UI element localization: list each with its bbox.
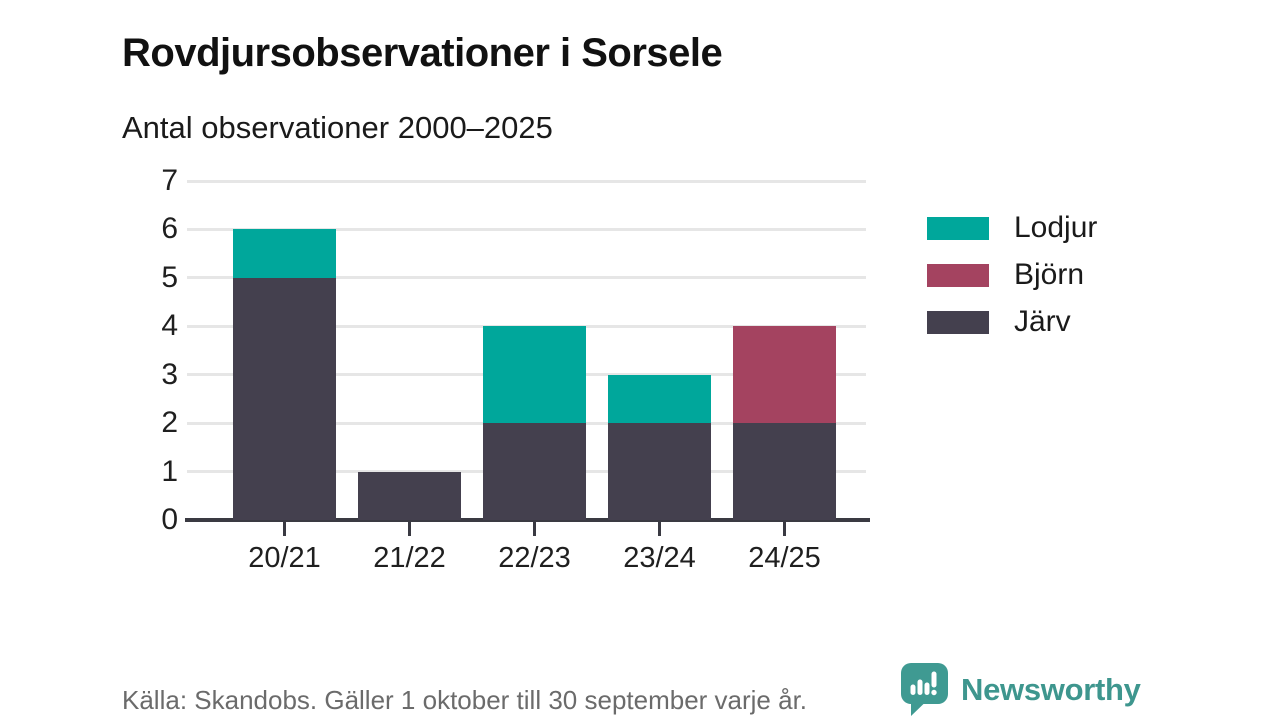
- x-axis-tickmark: [783, 522, 786, 536]
- x-axis-tick-label: 22/23: [498, 542, 571, 574]
- newsworthy-brand: Newsworthy: [901, 663, 1141, 716]
- bar-segment-järv-24-25: [733, 423, 836, 520]
- legend-item-björn: Björn: [927, 258, 1097, 291]
- y-axis-tick-label: 5: [161, 260, 178, 294]
- legend-label-björn: Björn: [1014, 258, 1085, 291]
- x-axis-tick-label: 20/21: [248, 542, 321, 574]
- legend-swatch-björn: [927, 263, 989, 287]
- bar-segment-järv-20-21: [233, 277, 336, 520]
- bar-segment-järv-21-22: [358, 471, 461, 520]
- gridline-y7: [187, 179, 866, 183]
- x-axis-tick-label: 24/25: [748, 542, 821, 574]
- newsworthy-wordmark: Newsworthy: [961, 672, 1141, 707]
- bar-segment-lodjur-22-23: [483, 326, 586, 424]
- legend-item-lodjur: Lodjur: [927, 211, 1097, 244]
- legend-swatch-lodjur: [927, 216, 989, 240]
- bar-segment-lodjur-20-21: [233, 229, 336, 278]
- newsworthy-logo-icon: [901, 663, 948, 716]
- legend-label-järv: Järv: [1014, 305, 1071, 338]
- y-axis-tick-label: 3: [161, 357, 178, 391]
- x-axis-tick-label: 21/22: [373, 542, 446, 574]
- page-title: Rovdjursobservationer i Sorsele: [122, 30, 723, 75]
- legend-item-järv: Järv: [927, 305, 1097, 338]
- x-axis-tickmark: [658, 522, 661, 536]
- legend-swatch-järv: [927, 310, 989, 334]
- y-axis-tick-label: 7: [161, 164, 178, 197]
- y-axis-tick-label: 0: [161, 503, 178, 536]
- source-note: Källa: Skandobs. Gäller 1 oktober till 3…: [122, 685, 808, 715]
- x-axis-line: [185, 518, 870, 522]
- x-axis-tickmark: [408, 522, 411, 536]
- bar-segment-järv-22-23: [483, 423, 586, 520]
- x-axis-tick-label: 23/24: [623, 542, 696, 574]
- gridline-y6: [187, 227, 866, 231]
- x-axis-tickmark: [283, 522, 286, 536]
- y-axis-tick-label: 1: [161, 454, 178, 488]
- gridline-y5: [187, 276, 866, 280]
- chart-subtitle: Antal observationer 2000–2025: [122, 110, 553, 145]
- legend-label-lodjur: Lodjur: [1014, 211, 1098, 244]
- x-axis-tickmark: [533, 522, 536, 536]
- y-axis-tick-label: 2: [161, 406, 178, 440]
- chart-legend: Lodjur Björn Järv: [927, 211, 1097, 357]
- bar-segment-lodjur-23-24: [608, 374, 711, 424]
- y-axis-tick-label: 6: [161, 212, 178, 246]
- bar-segment-björn-24-25: [733, 326, 836, 424]
- bar-segment-järv-23-24: [608, 423, 711, 520]
- y-axis-tick-label: 4: [161, 309, 178, 343]
